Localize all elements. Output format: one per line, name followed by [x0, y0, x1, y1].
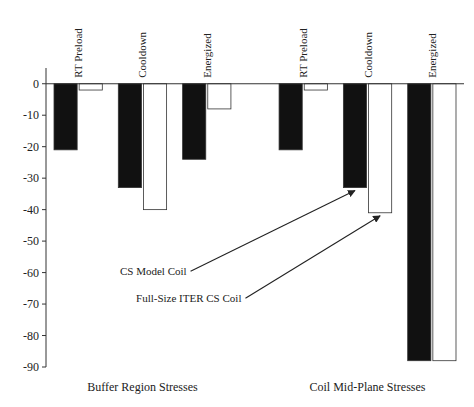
y-tick-label: -50 — [23, 234, 39, 248]
annotation-arrow — [245, 216, 380, 298]
bars — [54, 84, 456, 361]
category-label: Energized — [426, 33, 438, 78]
category-label: RT Preload — [72, 28, 84, 78]
category-label: Energized — [201, 33, 213, 78]
y-tick-label: 0 — [33, 77, 39, 91]
bar — [54, 84, 77, 150]
chart: 0 -10 -20 -30 -40 -50 -60 -70 -80 -90 RT Preload Co… — [0, 0, 474, 407]
annotations: CS Model Coil Full-Size ITER CS Coil — [120, 191, 380, 305]
y-tick — [42, 272, 46, 273]
bar — [79, 84, 102, 90]
bar — [408, 84, 431, 361]
category-label: RT Preload — [297, 28, 309, 78]
y-tick — [42, 83, 46, 84]
y-tick-label: -40 — [23, 203, 39, 217]
y-axis: 0 -10 -20 -30 -40 -50 -60 -70 -80 -90 — [23, 68, 46, 374]
group-label: Coil Mid-Plane Stresses — [310, 380, 426, 394]
bar — [208, 84, 231, 109]
y-tick — [42, 335, 46, 336]
y-tick-label: -20 — [23, 140, 39, 154]
y-tick-label: -70 — [23, 297, 39, 311]
bar — [343, 84, 366, 188]
group-labels: Buffer Region Stresses Coil Mid-Plane Str… — [87, 380, 426, 394]
y-axis-line — [46, 68, 47, 367]
y-tick-label: -60 — [23, 266, 39, 280]
y-tick — [42, 178, 46, 179]
bar — [304, 84, 327, 90]
y-tick — [42, 241, 46, 242]
y-tick — [42, 304, 46, 305]
bar — [369, 84, 392, 213]
y-tick-label: -10 — [23, 108, 39, 122]
bar — [183, 84, 206, 160]
y-tick — [42, 209, 46, 210]
y-tick-label: -90 — [23, 360, 39, 374]
group-label: Buffer Region Stresses — [87, 380, 198, 394]
category-labels: RT Preload Cooldown Energized RT Preload Coo… — [72, 28, 438, 78]
y-tick-label: -80 — [23, 329, 39, 343]
bar — [433, 84, 456, 361]
y-tick — [42, 146, 46, 147]
bar — [279, 84, 302, 150]
y-tick — [42, 115, 46, 116]
y-tick — [42, 367, 46, 368]
x-axis-line — [46, 83, 464, 84]
annotation: CS Model Coil — [120, 265, 187, 277]
y-tick-label: -30 — [23, 171, 39, 185]
annotation-arrow — [191, 191, 355, 272]
bar — [118, 84, 141, 188]
bar — [143, 84, 166, 210]
annotation: Full-Size ITER CS Coil — [136, 292, 241, 304]
category-label: Cooldown — [362, 31, 374, 77]
category-label: Cooldown — [136, 31, 148, 77]
